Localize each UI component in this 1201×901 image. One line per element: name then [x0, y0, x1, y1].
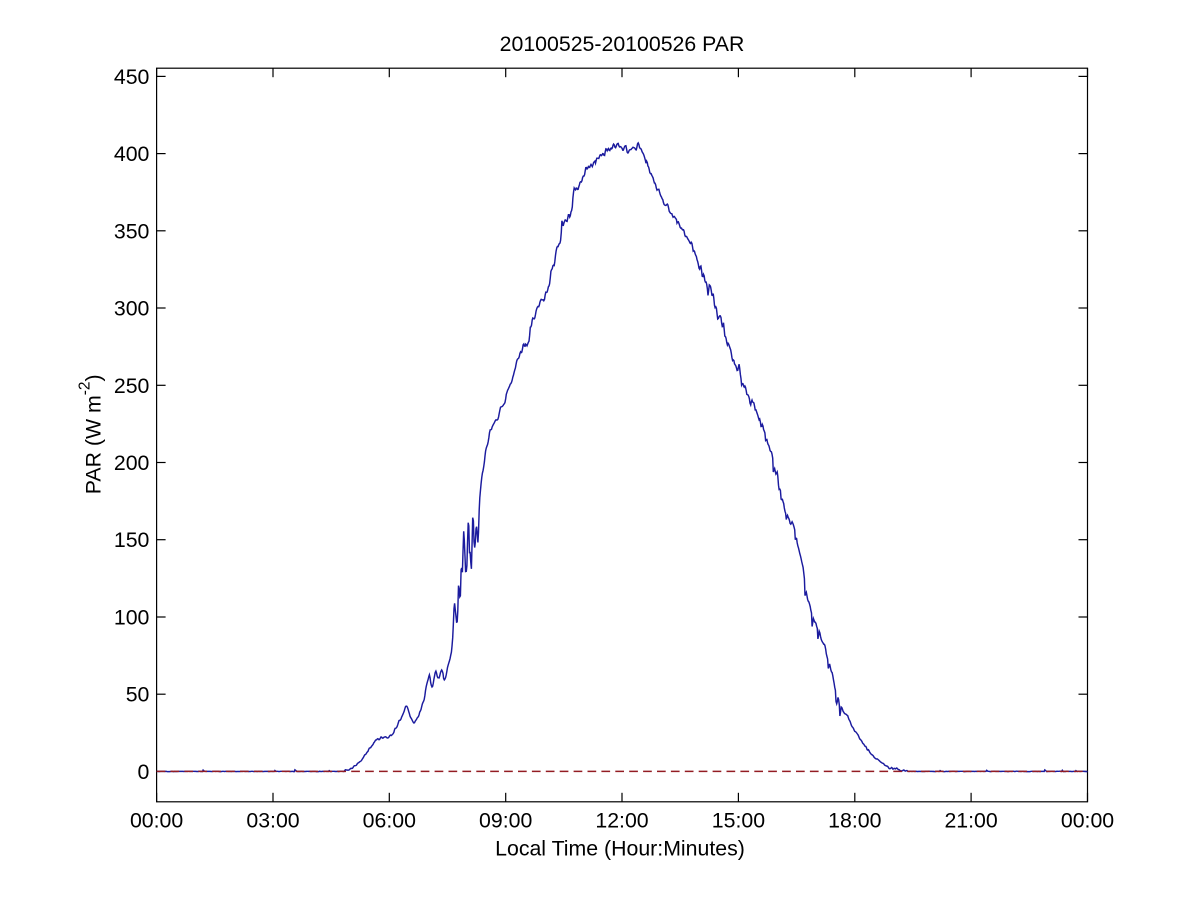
svg-text:Local Time (Hour:Minutes): Local Time (Hour:Minutes) — [495, 837, 745, 861]
svg-text:50: 50 — [126, 683, 150, 707]
svg-text:06:00: 06:00 — [363, 809, 416, 833]
svg-text:350: 350 — [114, 219, 150, 243]
svg-text:450: 450 — [114, 65, 150, 89]
svg-text:400: 400 — [114, 142, 150, 166]
svg-text:03:00: 03:00 — [246, 809, 299, 833]
svg-text:15:00: 15:00 — [712, 809, 765, 833]
svg-text:00:00: 00:00 — [130, 809, 183, 833]
svg-text:200: 200 — [114, 451, 150, 475]
svg-text:00:00: 00:00 — [1061, 809, 1114, 833]
svg-text:0: 0 — [138, 760, 150, 784]
svg-text:21:00: 21:00 — [944, 809, 997, 833]
svg-text:100: 100 — [114, 606, 150, 630]
svg-text:18:00: 18:00 — [828, 809, 881, 833]
svg-text:20100525-20100526 PAR: 20100525-20100526 PAR — [500, 32, 745, 56]
svg-text:09:00: 09:00 — [479, 809, 532, 833]
svg-text:150: 150 — [114, 528, 150, 552]
svg-text:250: 250 — [114, 374, 150, 398]
svg-text:PAR (W m-2): PAR (W m-2) — [77, 374, 106, 494]
svg-text:12:00: 12:00 — [595, 809, 648, 833]
svg-text:300: 300 — [114, 297, 150, 321]
